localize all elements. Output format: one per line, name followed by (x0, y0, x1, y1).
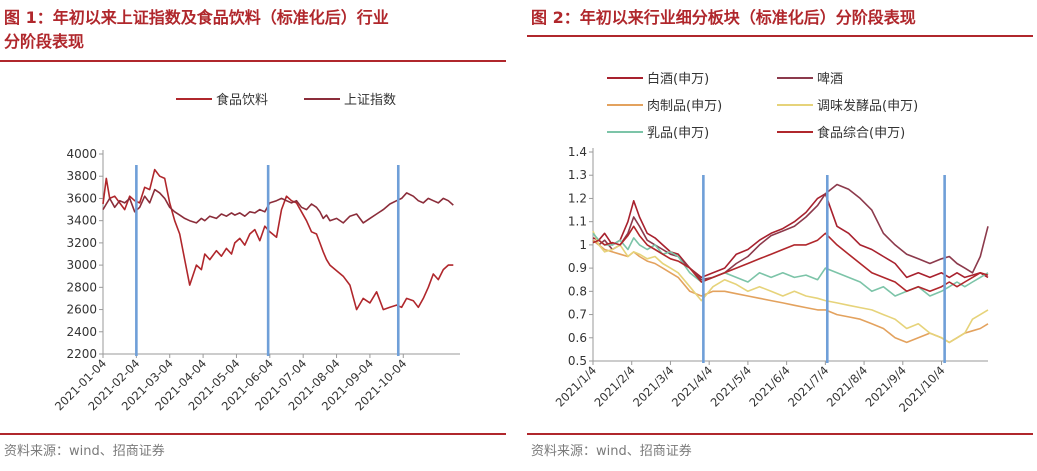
chart2-y-tick-label: 1.1 (568, 215, 587, 229)
chart1-y-tick-label: 2200 (66, 347, 97, 361)
figure-2-bottom-rule (527, 433, 1033, 435)
chart2-y-tick-label: 0.8 (568, 284, 587, 298)
figure-1-panel: 图 1：年初以来上证指数及食品饮料（标准化后）行业 分阶段表现 2200 2400… (0, 0, 510, 471)
chart2-legend-label-2: 啤酒 (817, 72, 843, 87)
chart2-x-tick-label: 2021/2/4 (591, 363, 637, 409)
chart2-series-line-1 (592, 193, 989, 279)
chart2-legend-label-4: 调味发酵品(申万) (817, 98, 918, 114)
figure-2-title-line1: 图 2：年初以来行业细分板块（标准化后）分阶段表现 (531, 8, 916, 27)
figure-2-title-rule (527, 35, 1033, 37)
figure-1-title-line2: 分阶段表现 (4, 32, 85, 51)
figure-2-panel: 图 2：年初以来行业细分板块（标准化后）分阶段表现 0.5 0.6 0.7 0.8 0.… (527, 0, 1037, 471)
chart2-y-tick-label: 0.9 (568, 261, 587, 275)
chart2-x-tick-label: 2021/6/4 (746, 363, 792, 409)
chart1-y-tick-label: 2800 (66, 280, 97, 294)
chart1-series-line-2 (102, 188, 454, 224)
figure-1-title: 图 1：年初以来上证指数及食品饮料（标准化后）行业 分阶段表现 (4, 6, 504, 54)
chart1-legend-label-2: 上证指数 (344, 93, 396, 108)
figure-2-chart: 0.50.60.70.80.911.11.21.31.42021/1/42021… (553, 71, 989, 415)
chart1-legend-label-1: 食品饮料 (216, 92, 268, 108)
chart2-x-tick-label: 2021/4/4 (669, 363, 715, 409)
chart2-y-tick-label: 0.7 (568, 308, 587, 322)
figure-1-title-rule (0, 60, 506, 62)
chart2-y-tick-label: 1.3 (568, 168, 587, 182)
chart2-y-tick-label: 1 (579, 238, 587, 252)
chart2-series-line-2 (592, 183, 989, 281)
figure-2-source: 资料来源：wind、招商证券 (531, 444, 692, 459)
chart2-series-line-5 (592, 232, 989, 297)
figure-1-title-line1: 图 1：年初以来上证指数及食品饮料（标准化后）行业 (4, 8, 389, 27)
chart2-legend-label-1: 白酒(申万) (647, 71, 709, 87)
chart1-y-tick-label: 4000 (66, 147, 97, 161)
chart2-y-tick-label: 0.6 (568, 331, 587, 345)
chart1-y-tick-label: 3000 (66, 258, 97, 272)
chart2-x-tick-label: 2021/7/4 (785, 363, 831, 409)
chart2-series-line-6 (592, 225, 989, 293)
chart1-y-tick-label: 2600 (66, 303, 97, 317)
chart2-legend-label-3: 肉制品(申万) (647, 99, 722, 114)
chart1-y-tick-label: 3600 (66, 191, 97, 205)
chart1-y-tick-label: 3800 (66, 169, 97, 183)
chart2-legend-label-5: 乳品(申万) (647, 126, 709, 141)
chart1-y-tick-label: 3400 (66, 214, 97, 228)
chart2-y-tick-label: 0.5 (568, 354, 587, 368)
chart1-y-tick-label: 3200 (66, 236, 97, 250)
chart2-x-tick-label: 2021/8/4 (824, 363, 870, 409)
chart2-series-line-4 (592, 230, 989, 344)
chart1-y-tick-label: 2400 (66, 325, 97, 339)
chart2-y-tick-label: 1.4 (568, 145, 587, 159)
figure-2-title: 图 2：年初以来行业细分板块（标准化后）分阶段表现 (531, 6, 1031, 30)
figure-1-source: 资料来源：wind、招商证券 (4, 444, 165, 459)
figure-1-bottom-rule (0, 433, 506, 435)
chart2-legend-label-6: 食品综合(申万) (817, 125, 905, 141)
chart2-y-tick-label: 1.2 (568, 191, 587, 205)
chart2-x-tick-label: 2021/3/4 (630, 363, 676, 409)
chart2-x-tick-label: 2021/1/4 (553, 363, 599, 409)
chart1-series-line-1 (102, 168, 454, 311)
figure-1-chart: 2200 2400 2600 2800 3000 3200 3400 3600 3800 4000… (52, 92, 460, 413)
chart2-x-tick-label: 2021/5/4 (708, 363, 754, 409)
